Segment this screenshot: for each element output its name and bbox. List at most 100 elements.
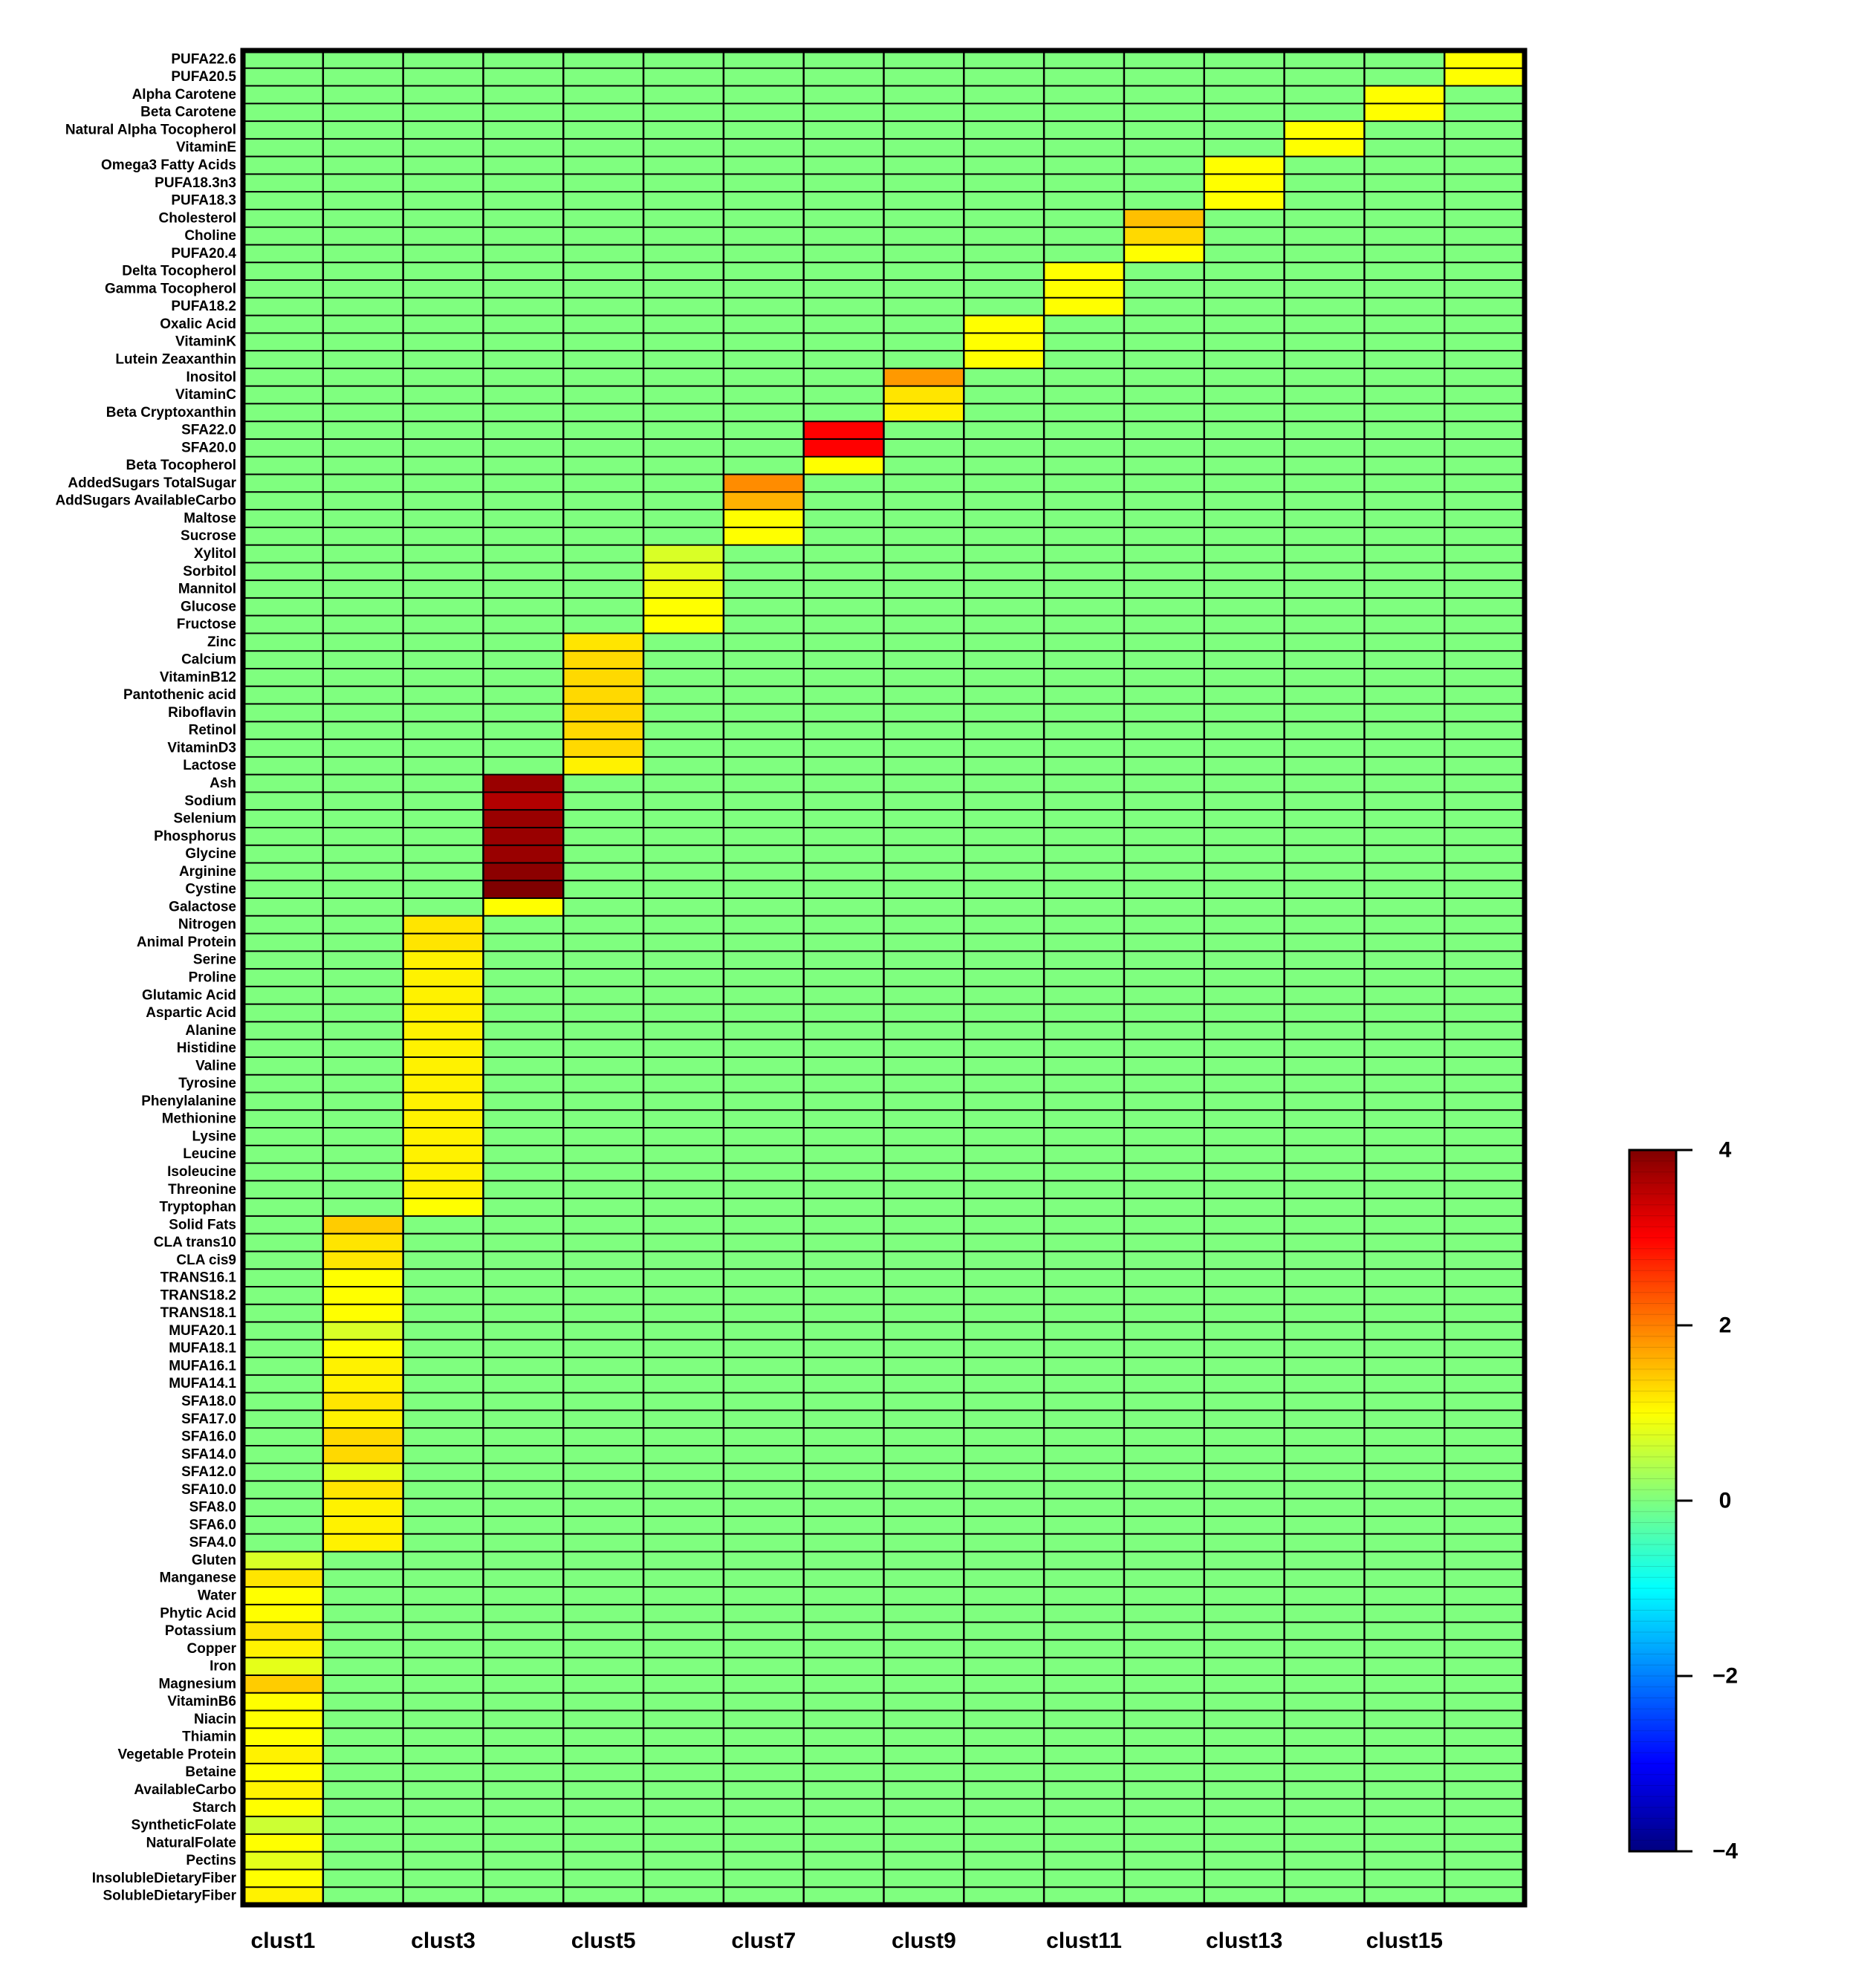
row-label: Lactose xyxy=(183,758,236,773)
row-label: PUFA22.6 xyxy=(171,51,236,67)
heatmap-cell xyxy=(403,1039,484,1057)
heatmap-cell xyxy=(563,669,644,686)
row-label: Gamma Tocopherol xyxy=(105,281,236,296)
row-label: Gluten xyxy=(192,1553,236,1568)
heatmap-cell xyxy=(243,1587,323,1605)
heatmap-cell xyxy=(803,438,884,457)
row-label: Starch xyxy=(192,1800,236,1816)
row-label: Magnesium xyxy=(158,1676,236,1692)
row-label: Sucrose xyxy=(181,528,236,544)
row-label: MUFA16.1 xyxy=(169,1358,236,1374)
row-label: Threonine xyxy=(168,1182,236,1198)
row-label: Ash xyxy=(210,776,236,791)
heatmap-cell xyxy=(563,739,644,757)
row-label: PUFA18.3 xyxy=(171,193,236,209)
heatmap-cell xyxy=(243,1551,323,1570)
row-label: Fructose xyxy=(177,617,236,632)
heatmap-cell xyxy=(243,1746,323,1764)
row-label: Lutein Zeaxanthin xyxy=(115,352,236,368)
row-label: SyntheticFolate xyxy=(132,1818,236,1833)
row-label: Choline xyxy=(184,228,236,244)
heatmap-cell xyxy=(322,1233,403,1252)
row-label: Phenylalanine xyxy=(141,1094,236,1109)
heatmap-cell xyxy=(563,651,644,669)
heatmap-cell xyxy=(563,686,644,704)
row-label: SFA12.0 xyxy=(181,1464,236,1480)
row-label: Water xyxy=(198,1588,237,1604)
colorbar-fill xyxy=(1629,1150,1676,1851)
heatmap-cell xyxy=(243,1887,323,1905)
heatmap-cell xyxy=(1444,68,1525,86)
heatmap-cell xyxy=(403,1145,484,1163)
row-label: Omega3 Fatty Acids xyxy=(101,157,236,173)
heatmap-cell xyxy=(243,1763,323,1781)
heatmap-cell xyxy=(643,615,724,634)
row-label: Copper xyxy=(187,1641,237,1657)
heatmap-cell xyxy=(322,1481,403,1499)
heatmap-cell xyxy=(403,1163,484,1181)
heatmap-cell xyxy=(322,1287,403,1305)
row-label: Leucine xyxy=(183,1146,236,1162)
colorbar-tick-label: 0 xyxy=(1719,1489,1732,1513)
heatmap-cell xyxy=(322,1516,403,1534)
heatmap-cell xyxy=(643,562,724,581)
row-label: Tyrosine xyxy=(178,1076,236,1091)
row-label: Alanine xyxy=(185,1023,236,1039)
colorbar-tick-label: 4 xyxy=(1719,1138,1732,1163)
row-label: Sorbitol xyxy=(183,564,236,579)
heatmap-cell xyxy=(964,315,1045,334)
row-label: Beta Tocopherol xyxy=(126,458,237,473)
column-label: clust1 xyxy=(251,1929,316,1953)
heatmap-cell xyxy=(322,1445,403,1464)
heatmap-cell xyxy=(1284,138,1365,157)
heatmap-cell xyxy=(563,704,644,722)
plot-frame xyxy=(240,48,1528,1908)
heatmap-cell xyxy=(883,386,964,404)
heatmap-cell xyxy=(1444,51,1525,68)
row-label: Isoleucine xyxy=(167,1164,236,1180)
heatmap-cell xyxy=(723,527,804,545)
heatmap-cell xyxy=(964,333,1045,351)
heatmap-cell xyxy=(403,1198,484,1216)
heatmap-cell xyxy=(322,1533,403,1552)
heatmap-cell xyxy=(1204,156,1285,175)
row-label: PUFA20.5 xyxy=(171,69,236,85)
column-label: clust9 xyxy=(892,1929,956,1953)
row-label: InsolubleDietaryFiber xyxy=(92,1871,237,1886)
heatmap-cell xyxy=(1204,192,1285,209)
heatmap-cell xyxy=(483,845,564,863)
heatmap-cell xyxy=(563,756,644,775)
heatmap-cell xyxy=(322,1410,403,1429)
row-label: Aspartic Acid xyxy=(146,1005,236,1021)
row-label: Thiamin xyxy=(182,1729,236,1745)
heatmap-cell xyxy=(483,898,564,916)
column-label: clust7 xyxy=(731,1929,796,1953)
heatmap-cell xyxy=(243,1833,323,1852)
row-label: Sodium xyxy=(184,793,236,809)
heatmap-cell xyxy=(643,545,724,563)
heatmap-cell xyxy=(483,880,564,899)
heatmap-cell xyxy=(1364,85,1445,104)
heatmap-cell xyxy=(243,1781,323,1799)
heatmap-cell xyxy=(322,1374,403,1393)
row-label: SFA14.0 xyxy=(181,1446,236,1462)
heatmap-cell xyxy=(403,1021,484,1040)
row-label: Xylitol xyxy=(194,546,236,562)
row-label: Maltose xyxy=(184,510,236,526)
row-label: Betaine xyxy=(185,1764,236,1780)
heatmap-cell xyxy=(243,1657,323,1675)
row-label: Glycine xyxy=(185,846,236,862)
heatmap-cell xyxy=(723,510,804,527)
heatmap-cell xyxy=(243,1851,323,1870)
heatmap-cell xyxy=(1364,103,1445,122)
heatmap-cell xyxy=(883,403,964,422)
row-label: MUFA18.1 xyxy=(169,1341,236,1357)
heatmap-cell xyxy=(883,368,964,386)
row-label: Glucose xyxy=(181,599,236,614)
row-label: MUFA14.1 xyxy=(169,1376,236,1391)
row-label: Mannitol xyxy=(178,582,236,597)
heatmap-grid xyxy=(240,48,1528,1908)
row-label: Galactose xyxy=(169,899,236,915)
row-label: AddSugars AvailableCarbo xyxy=(55,493,236,509)
row-label: Arginine xyxy=(179,864,236,880)
